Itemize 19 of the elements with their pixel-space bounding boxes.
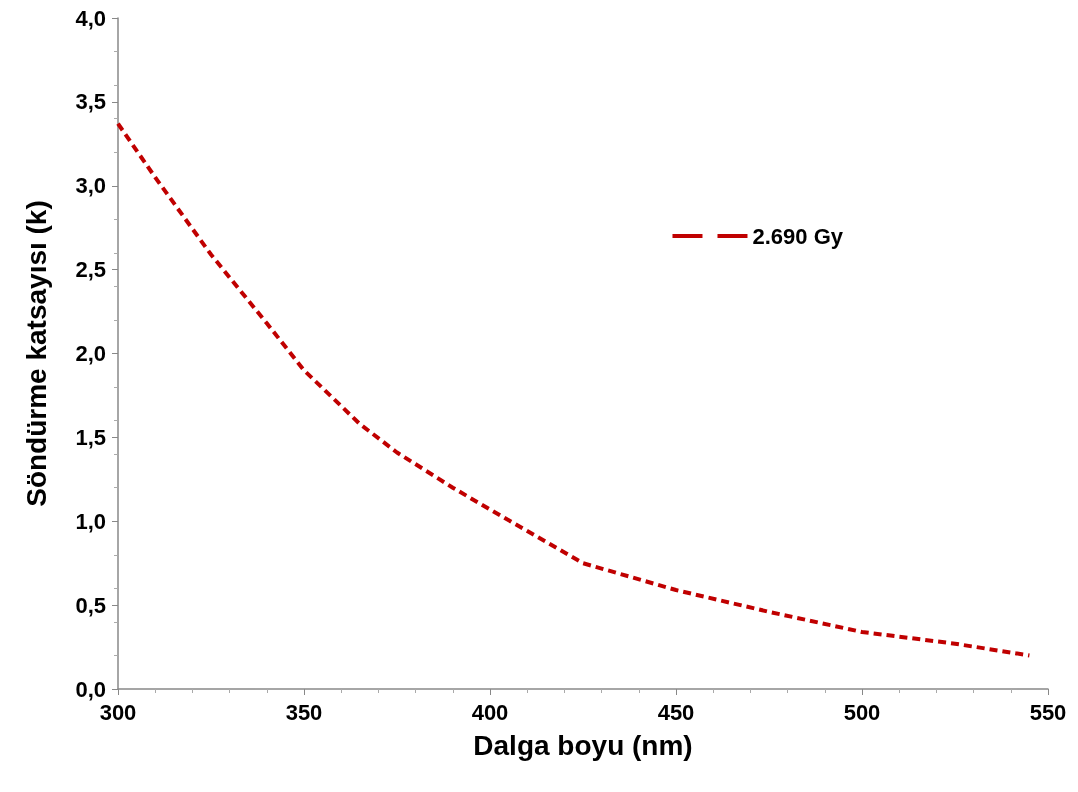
y-tick-label: 0,5	[75, 592, 106, 618]
x-tick-label: 450	[657, 699, 695, 725]
y-tick-label: 3,0	[75, 173, 106, 199]
x-tick-label: 550	[1029, 699, 1067, 725]
y-tick-label: 2,5	[75, 257, 106, 283]
y-tick-label: 0,0	[75, 676, 106, 702]
x-tick-label: 300	[99, 699, 137, 725]
legend-label: 2.690 Gy	[752, 223, 844, 249]
y-tick-label: 2,0	[75, 341, 106, 366]
y-axis-title: Söndürme katsayısı (k)	[20, 200, 52, 507]
line-series	[116, 121, 1032, 658]
y-tick-label: 1,5	[75, 424, 106, 450]
x-tick-label: 400	[471, 699, 509, 725]
x-axis-title: Dalga boyu (nm)	[473, 729, 693, 761]
x-tick-label: 500	[843, 699, 881, 725]
x-tick-label: 350	[285, 699, 323, 725]
y-tick-label: 1,0	[75, 508, 106, 534]
y-tick-label: 4,0	[75, 5, 106, 31]
y-tick-label: 3,5	[75, 89, 106, 115]
